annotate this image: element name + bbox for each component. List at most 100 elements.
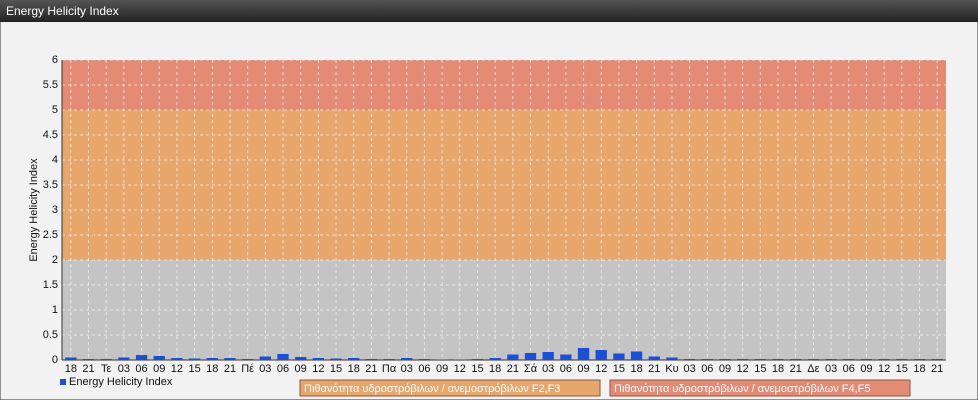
x-tick-label: 03	[118, 363, 130, 375]
x-tick-label: 09	[295, 363, 307, 375]
bar	[719, 359, 731, 360]
x-tick-label: 03	[259, 363, 271, 375]
legend-label: Energy Helicity Index	[69, 376, 173, 388]
bar	[277, 354, 289, 360]
legend-swatch	[60, 379, 66, 385]
bar	[630, 351, 643, 360]
x-tick-label: 21	[648, 363, 660, 375]
x-tick-label: 06	[560, 363, 572, 375]
x-tick-label: 18	[630, 363, 642, 375]
bar	[701, 359, 713, 360]
x-tick-label: 18	[206, 363, 218, 375]
x-tick-label: 09	[436, 363, 448, 375]
band-legend-label: Πιθανότητα υδροστρόβιλων / ανεμοστρόβιλω…	[614, 383, 871, 395]
bar	[241, 359, 254, 360]
bar	[135, 355, 148, 360]
x-tick-label: 15	[613, 363, 625, 375]
x-tick-label: 18	[772, 363, 784, 375]
bar	[365, 359, 378, 360]
x-tick-label: 09	[719, 363, 731, 375]
bar	[737, 359, 749, 360]
x-tick-label: 12	[737, 363, 749, 375]
bar	[418, 359, 431, 360]
x-tick-label: 12	[454, 363, 466, 375]
x-tick-label: 15	[471, 363, 483, 375]
bar	[896, 359, 908, 360]
x-tick-label: 21	[790, 363, 802, 375]
bar	[224, 358, 236, 360]
y-tick-label: 4.5	[43, 129, 58, 141]
x-tick-label: 03	[825, 363, 837, 375]
x-tick-label: 21	[931, 363, 943, 375]
y-tick-label: 2	[52, 254, 58, 266]
bar	[913, 359, 926, 360]
bar	[507, 354, 519, 360]
bar	[259, 356, 271, 360]
threshold-band	[62, 60, 946, 110]
x-tick-label: 15	[188, 363, 200, 375]
x-tick-label: 12	[312, 363, 324, 375]
bar	[560, 354, 572, 360]
bar	[577, 348, 590, 360]
bar	[666, 357, 678, 360]
bar	[860, 359, 873, 360]
bar	[683, 359, 696, 360]
x-tick-label: 09	[577, 363, 589, 375]
bar	[595, 350, 607, 360]
y-tick-label: 6	[52, 54, 58, 66]
bar	[790, 359, 802, 360]
x-tick-label: Πα	[382, 363, 397, 375]
x-tick-label: 09	[153, 363, 165, 375]
bar	[843, 359, 855, 360]
bar	[542, 352, 554, 360]
x-tick-label: 06	[277, 363, 289, 375]
x-tick-label: 03	[401, 363, 413, 375]
band-legend-label: Πιθανότητα υδροστρόβιλων / ανεμοστρόβιλω…	[304, 383, 561, 395]
bar	[206, 358, 218, 360]
x-tick-label: 06	[418, 363, 430, 375]
bar	[383, 359, 395, 360]
band-legend-box	[609, 379, 911, 397]
y-tick-label: 2.5	[43, 229, 58, 241]
y-tick-label: 1	[52, 304, 58, 316]
x-tick-label: 06	[701, 363, 713, 375]
bar	[524, 353, 537, 360]
y-tick-label: 5.5	[43, 79, 58, 91]
bar	[401, 358, 413, 360]
bar	[330, 358, 342, 360]
bar	[312, 358, 325, 360]
bar	[65, 357, 77, 360]
x-tick-label: 18	[348, 363, 360, 375]
x-tick-label: 06	[843, 363, 855, 375]
y-axis-label: Energy Helicity Index	[28, 158, 40, 262]
x-tick-label: 21	[365, 363, 377, 375]
band-legend-box	[299, 379, 601, 397]
x-tick-label: Τε	[101, 363, 112, 375]
bar	[118, 357, 130, 360]
threshold-band	[62, 260, 946, 360]
bar	[153, 356, 165, 360]
y-tick-label: 0	[52, 354, 58, 366]
y-tick-label: 5	[52, 104, 58, 116]
x-tick-label: 18	[489, 363, 501, 375]
x-tick-label: Δε	[807, 363, 819, 375]
x-tick-label: 15	[330, 363, 342, 375]
x-tick-label: Κυ	[665, 363, 678, 375]
x-tick-label: 21	[507, 363, 519, 375]
bar	[807, 359, 820, 360]
x-tick-label: 15	[754, 363, 766, 375]
bar	[931, 359, 943, 360]
bar	[613, 353, 625, 360]
y-tick-label: 3	[52, 204, 58, 216]
x-tick-label: 12	[171, 363, 183, 375]
bar	[878, 359, 890, 360]
bar	[171, 358, 183, 360]
x-tick-label: 03	[542, 363, 554, 375]
x-tick-label: 09	[860, 363, 872, 375]
x-tick-label: Σά	[524, 363, 538, 375]
y-tick-label: 1.5	[43, 279, 58, 291]
chart-title: Energy Helicity Index	[6, 4, 119, 18]
bar	[348, 358, 360, 360]
bar	[295, 357, 307, 360]
threshold-band	[62, 110, 946, 260]
